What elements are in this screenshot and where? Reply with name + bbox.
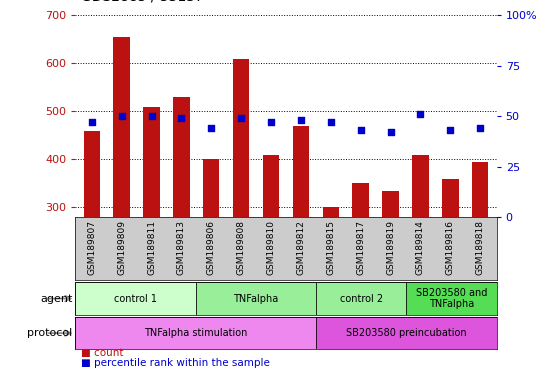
Point — [386, 129, 395, 136]
Bar — [75, 282, 196, 315]
Bar — [84, 131, 100, 217]
Point — [207, 125, 216, 131]
Bar — [316, 282, 406, 315]
Point — [177, 115, 186, 121]
Bar — [173, 97, 190, 217]
Point — [147, 113, 156, 119]
Point — [296, 117, 305, 123]
Bar — [382, 190, 399, 217]
Bar — [143, 107, 160, 217]
Text: protocol: protocol — [27, 328, 73, 338]
Bar — [323, 207, 339, 217]
Point — [476, 125, 485, 131]
Bar — [263, 155, 279, 217]
Bar — [353, 184, 369, 217]
Bar — [472, 162, 488, 217]
Point — [326, 119, 335, 125]
Point — [267, 119, 276, 125]
Bar — [442, 179, 459, 217]
Bar — [293, 126, 309, 217]
Text: SB203580 preincubation: SB203580 preincubation — [346, 328, 466, 338]
Text: TNFalpha stimulation: TNFalpha stimulation — [144, 328, 247, 338]
Text: control 1: control 1 — [114, 293, 157, 304]
Bar — [203, 159, 219, 217]
Bar — [316, 317, 497, 349]
Point — [117, 113, 126, 119]
Bar — [412, 155, 429, 217]
Text: GDS2885 / 33137: GDS2885 / 33137 — [81, 0, 204, 4]
Point — [446, 127, 455, 133]
Bar — [406, 282, 497, 315]
Text: ■ percentile rank within the sample: ■ percentile rank within the sample — [81, 358, 270, 368]
Text: ■ count: ■ count — [81, 348, 123, 358]
Point — [237, 115, 246, 121]
Bar — [233, 59, 249, 217]
Point — [356, 127, 365, 133]
Text: control 2: control 2 — [340, 293, 383, 304]
Bar — [113, 37, 130, 217]
Text: TNFalpha: TNFalpha — [233, 293, 278, 304]
Text: agent: agent — [40, 293, 73, 304]
Text: SB203580 and
TNFalpha: SB203580 and TNFalpha — [416, 288, 487, 310]
Bar — [196, 282, 316, 315]
Bar — [75, 317, 316, 349]
Point — [416, 111, 425, 117]
Point — [87, 119, 96, 125]
